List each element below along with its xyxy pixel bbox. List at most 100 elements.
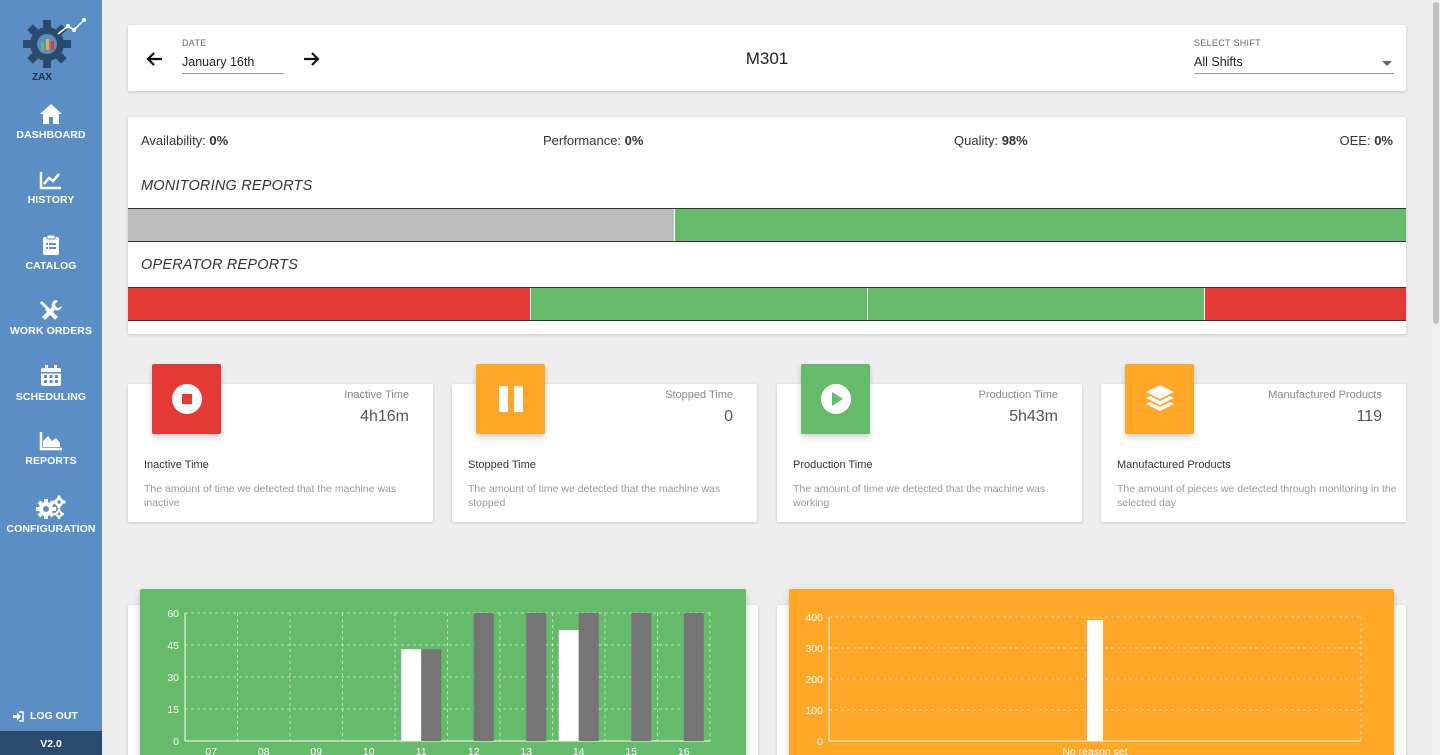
logout-button[interactable]: LOG OUT <box>12 710 78 722</box>
chevron-down-icon[interactable] <box>1382 61 1392 66</box>
bar <box>631 613 652 741</box>
oee-label: OEE: <box>1339 133 1371 148</box>
stat-card-production: Production Time 5h43m Production Time Th… <box>777 364 1082 522</box>
stat-description: The amount of time we detected that the … <box>793 483 1046 509</box>
bar <box>1087 620 1103 741</box>
logout-label: LOG OUT <box>30 710 78 722</box>
sidebar-item-reports[interactable]: REPORTS <box>0 431 102 467</box>
sidebar-item-scheduling[interactable]: SCHEDULING <box>0 365 102 403</box>
x-tick-label: 08 <box>258 746 270 755</box>
stat-description: The amount of pieces we detected through… <box>1117 483 1397 509</box>
bar <box>578 613 599 741</box>
timeline-segment[interactable] <box>867 288 1206 320</box>
scrollbar-thumb[interactable] <box>1433 2 1439 324</box>
machine-title: M301 <box>745 49 789 68</box>
stat-title: Manufactured Products <box>1117 459 1231 471</box>
bar <box>526 613 547 741</box>
x-tick-label: 16 <box>678 746 690 755</box>
stat-label: Production Time <box>978 389 1058 401</box>
sidebar-item-catalog[interactable]: CATALOG <box>0 234 102 272</box>
oee-value: 0% <box>1374 133 1393 148</box>
availability-metric: Availability: 0% <box>141 133 228 148</box>
sidebar: ZAX DASHBOARD HISTORY CATALOG WORK ORDER… <box>0 0 102 755</box>
sidebar-item-label: WORK ORDERS <box>9 325 93 337</box>
area-chart-icon <box>39 432 62 451</box>
arrow-right-icon[interactable] <box>302 50 320 68</box>
y-tick-label: 0 <box>817 736 823 748</box>
pause-icon <box>498 386 523 412</box>
date-label: DATE <box>182 38 207 48</box>
sidebar-item-dashboard[interactable]: DASHBOARD <box>0 103 102 141</box>
bar <box>401 649 422 741</box>
sidebar-item-work-orders[interactable]: WORK ORDERS <box>0 299 102 337</box>
bar <box>421 649 442 741</box>
operator-reports-title: OPERATOR REPORTS <box>141 257 299 273</box>
timeline-segment[interactable] <box>1205 288 1406 320</box>
sidebar-item-label: CATALOG <box>25 260 77 272</box>
y-tick-label: 15 <box>167 704 179 716</box>
sidebar-item-label: HISTORY <box>27 194 75 206</box>
operator-timeline[interactable] <box>128 287 1406 321</box>
reasons-chart[interactable]: 0 100 200 300 400 No reason set <box>789 589 1394 755</box>
y-tick-label: 0 <box>173 736 179 748</box>
zax-logo-icon[interactable]: ZAX <box>14 14 88 84</box>
sidebar-item-history[interactable]: HISTORY <box>0 170 102 206</box>
calendar-icon <box>41 365 61 386</box>
reasons-bar-chart[interactable]: 0 100 200 300 400 No reason set <box>789 589 1394 755</box>
shift-select[interactable]: All Shifts <box>1194 55 1394 74</box>
performance-value: 0% <box>624 133 644 148</box>
y-tick-label: 45 <box>167 640 179 652</box>
sidebar-item-label: DASHBOARD <box>16 129 86 141</box>
x-tick-label: No reason set <box>1062 746 1127 755</box>
timeline-segment[interactable] <box>674 209 1406 241</box>
version-label: V2.0 <box>0 731 102 755</box>
stop-circle-icon <box>171 384 202 414</box>
production-chart[interactable]: 0 15 30 45 60 07 08 09 10 11 12 13 14 15 16 <box>140 589 746 755</box>
stat-title: Inactive Time <box>144 459 209 471</box>
x-tick-label: 10 <box>363 746 375 755</box>
timeline-segment[interactable] <box>530 288 868 320</box>
quality-label: Quality: <box>954 133 999 148</box>
performance-metric: Performance: 0% <box>543 133 643 148</box>
tools-icon <box>40 300 62 320</box>
quality-value: 98% <box>1001 133 1028 148</box>
bar <box>683 613 704 741</box>
monitoring-timeline[interactable] <box>128 208 1406 242</box>
stat-icon-box <box>801 364 870 434</box>
clipboard-icon <box>43 234 59 255</box>
y-tick-label: 30 <box>167 672 179 684</box>
timeline-segment[interactable] <box>128 209 675 241</box>
x-tick-label: 09 <box>310 746 322 755</box>
stat-card-inactive: Inactive Time 4h16m Inactive Time The am… <box>128 364 433 522</box>
x-tick-label: 14 <box>573 746 585 755</box>
x-tick-label: 12 <box>468 746 480 755</box>
y-tick-label: 200 <box>805 674 823 686</box>
availability-value: 0% <box>209 133 229 148</box>
stat-card-manufactured: Manufactured Products 119 Manufactured P… <box>1101 364 1406 522</box>
x-tick-label: 11 <box>416 746 427 755</box>
monitoring-reports-title: MONITORING REPORTS <box>141 178 313 194</box>
page-scrollbar[interactable] <box>1432 0 1440 755</box>
chart-background <box>140 589 746 755</box>
stat-icon-box <box>1125 364 1194 434</box>
timeline-segment[interactable] <box>128 288 531 320</box>
sidebar-item-label: SCHEDULING <box>15 391 87 403</box>
bar <box>473 613 494 741</box>
line-chart-icon <box>39 172 61 190</box>
arrow-left-icon[interactable] <box>146 50 164 68</box>
stat-icon-box <box>152 364 221 434</box>
bar <box>558 630 579 741</box>
availability-label: Availability: <box>141 133 206 148</box>
y-tick-label: 60 <box>167 608 179 620</box>
stat-value: 0 <box>724 408 733 425</box>
x-tick-label: 13 <box>520 746 532 755</box>
stat-title: Stopped Time <box>468 459 536 471</box>
performance-label: Performance: <box>543 133 622 148</box>
shift-label: SELECT SHIFT <box>1194 38 1261 48</box>
stat-description: The amount of time we detected that the … <box>144 483 397 509</box>
date-field[interactable]: January 16th <box>182 55 284 74</box>
production-bar-chart[interactable]: 0 15 30 45 60 07 08 09 10 11 12 13 14 15 16 <box>140 589 746 755</box>
sidebar-item-configuration[interactable]: CONFIGURATION <box>0 495 102 535</box>
stat-label: Manufactured Products <box>1268 389 1382 401</box>
sign-in-icon <box>13 710 24 722</box>
